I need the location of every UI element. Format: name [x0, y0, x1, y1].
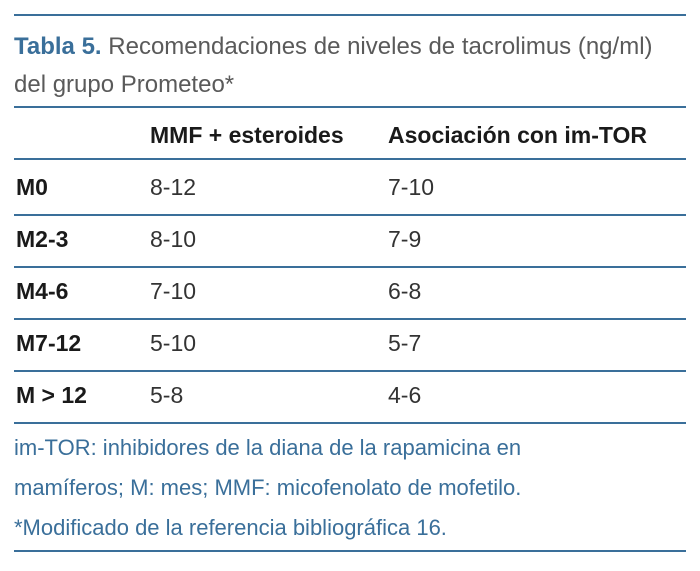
table-caption: Tabla 5. Recomendaciones de niveles de t… — [14, 28, 674, 104]
cell-imtor: 6-8 — [388, 278, 422, 304]
row-label: M0 — [16, 174, 48, 200]
row-label: M > 12 — [16, 382, 87, 408]
bottom-rule — [14, 550, 686, 552]
header-bottom-rule — [14, 158, 686, 160]
footnote-line: im-TOR: inhibidores de la diana de la ra… — [14, 435, 522, 460]
row-label: M4-6 — [16, 278, 69, 304]
caption-text: Recomendaciones de niveles de tacrolimus… — [14, 33, 653, 98]
cell-mmf: 8-12 — [150, 174, 197, 200]
cell-imtor: 5-7 — [388, 330, 422, 356]
table-card: Tabla 5. Recomendaciones de niveles de t… — [14, 14, 686, 554]
column-header-mmf: MMF + esteroides — [150, 122, 344, 148]
header-top-rule — [14, 106, 686, 108]
cell-mmf: 7-10 — [150, 278, 197, 304]
table-footnote: im-TOR: inhibidores de la diana de la ra… — [14, 428, 674, 548]
cell-mmf: 5-8 — [150, 382, 184, 408]
table-row: M2-3 8-10 7-9 — [14, 219, 686, 259]
footnote-line: mamíferos; M: mes; MMF: micofenolato de … — [14, 475, 522, 500]
cell-mmf: 8-10 — [150, 226, 197, 252]
cell-mmf: 5-10 — [150, 330, 197, 356]
row-divider — [14, 266, 686, 268]
footnote-line: *Modificado de la referencia bibliográfi… — [14, 515, 447, 540]
row-divider — [14, 214, 686, 216]
table-header: MMF + esteroides Asociación con im-TOR — [14, 120, 686, 160]
column-header-imtor: Asociación con im-TOR — [388, 122, 648, 148]
table-row: M7-12 5-10 5-7 — [14, 323, 686, 363]
row-divider — [14, 318, 686, 320]
table-row: M0 8-12 7-10 — [14, 167, 686, 207]
cell-imtor: 7-9 — [388, 226, 422, 252]
table-number: Tabla 5. — [14, 33, 102, 60]
table-bottom-rule — [14, 422, 686, 424]
row-label: M7-12 — [16, 330, 82, 356]
top-rule — [14, 14, 686, 16]
cell-imtor: 7-10 — [388, 174, 435, 200]
table-row: M > 12 5-8 4-6 — [14, 375, 686, 415]
table-row: M4-6 7-10 6-8 — [14, 271, 686, 311]
row-divider — [14, 370, 686, 372]
cell-imtor: 4-6 — [388, 382, 422, 408]
row-label: M2-3 — [16, 226, 69, 252]
